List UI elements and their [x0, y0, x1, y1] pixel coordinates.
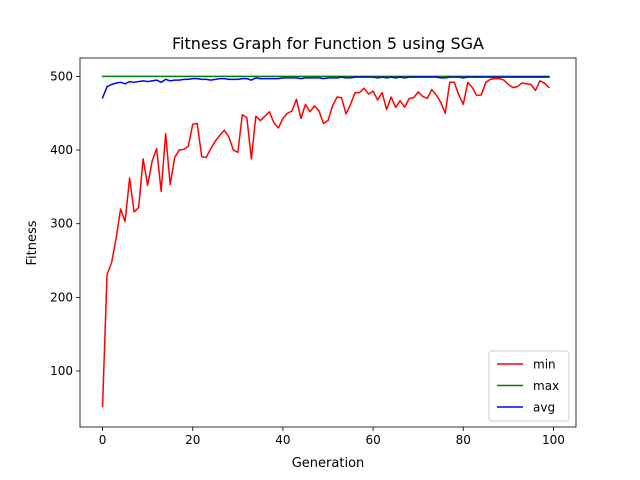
chart-title: Fitness Graph for Function 5 using SGA	[172, 34, 484, 53]
y-tick-label: 200	[50, 290, 73, 304]
plot-area: 0 20 40 60 80 100 100 200 300 400 500 min max avg	[50, 57, 577, 447]
x-tick-label: 60	[365, 433, 380, 447]
legend: min max avg	[488, 350, 570, 422]
series-line-avg	[101, 76, 550, 99]
legend-label-avg: avg	[533, 401, 555, 415]
x-tick-label: 80	[456, 433, 471, 447]
x-tick-label: 100	[542, 433, 565, 447]
x-axis-label: Generation	[292, 456, 365, 471]
y-axis-label: Fitness	[25, 220, 40, 265]
y-tick-label: 400	[50, 143, 73, 157]
legend-box	[488, 350, 570, 422]
y-tick-label: 300	[50, 217, 73, 231]
x-tick-label: 40	[275, 433, 290, 447]
y-tick-label: 500	[50, 69, 73, 83]
series-line-min	[101, 77, 551, 408]
y-tick-label: 100	[50, 364, 73, 378]
legend-label-max: max	[533, 379, 559, 393]
x-tick-label: 0	[99, 433, 107, 447]
plot-frame	[79, 57, 577, 428]
legend-label-min: min	[533, 358, 556, 372]
x-tick-label: 20	[185, 433, 200, 447]
